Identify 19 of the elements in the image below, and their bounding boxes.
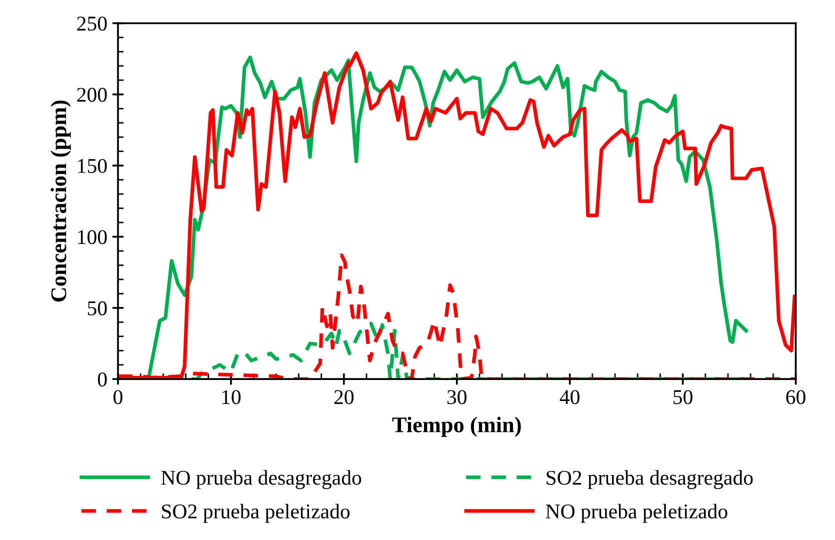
legend-label: SO2 prueba desagregado: [546, 470, 753, 490]
y-tick-label: 250: [77, 16, 107, 31]
x-tick-label: 30: [447, 390, 466, 404]
x-tick-label: 40: [560, 390, 580, 404]
x-tick-label: 0: [114, 390, 122, 404]
legend-label: SO2 prueba peletizado: [162, 504, 350, 523]
x-tick-label: 10: [222, 390, 241, 404]
x-tick-label: 60: [786, 390, 806, 404]
y-tick-label: 50: [88, 301, 107, 316]
y-tick-label: 150: [78, 158, 107, 173]
legend-label: NO prueba peletizado: [546, 504, 728, 523]
x-axis-title: Tiempo (min): [392, 416, 521, 437]
y-tick-label: 0: [98, 372, 107, 387]
y-axis-title: Concentracion (ppm): [50, 100, 71, 302]
x-tick-label: 50: [674, 390, 692, 404]
x-tick-label: 20: [334, 390, 354, 404]
legend-label: NO prueba desagregado: [161, 470, 362, 490]
y-tick-label: 200: [77, 88, 107, 102]
y-tick-label: 100: [78, 230, 107, 244]
